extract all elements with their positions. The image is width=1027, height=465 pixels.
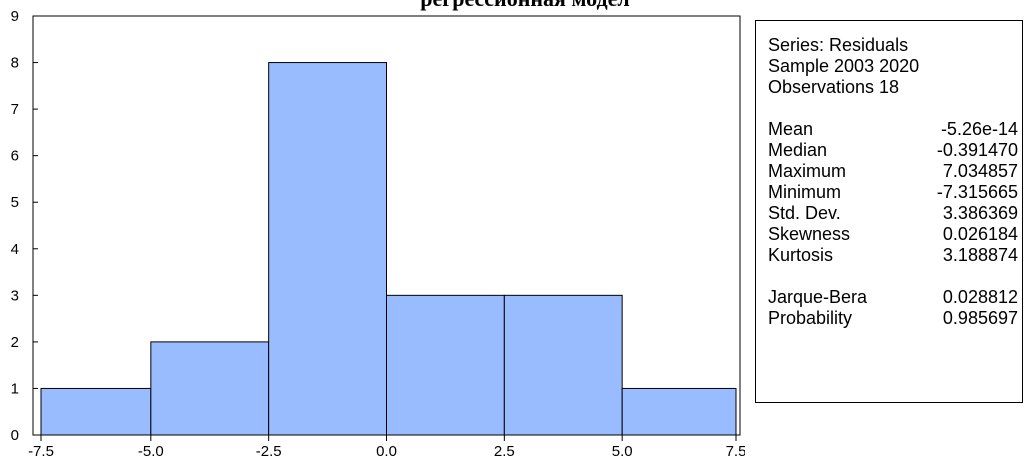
x-tick-label: 0.0 — [376, 443, 397, 460]
stat-value: 0.985697 — [942, 308, 1018, 328]
stat-value: -0.391470 — [936, 140, 1018, 160]
stat-value: -7.315665 — [936, 182, 1018, 202]
normality-tests: Jarque-Bera 0.028812 Probability 0.985697 — [768, 287, 1022, 329]
descriptive-stats: Mean -5.26e-14 Median -0.391470 Maximum 7.034… — [768, 119, 1022, 266]
stat-row: Maximum 7.034857 — [768, 161, 1022, 182]
stat-value: 7.034857 — [942, 161, 1018, 181]
stat-label: Jarque-Bera — [768, 287, 868, 307]
stat-row: Std. Dev. 3.386369 — [768, 203, 1022, 224]
x-tick-label: 7.5 — [726, 443, 745, 460]
spacer — [768, 98, 1022, 119]
stat-row: Minimum -7.315665 — [768, 182, 1022, 203]
stat-value: -5.26e-14 — [940, 119, 1018, 139]
stat-label: Median — [768, 140, 828, 160]
y-tick-label: 3 — [11, 287, 19, 304]
stat-label: Minimum — [768, 182, 842, 202]
y-tick-label: 9 — [11, 8, 19, 25]
histogram-bar — [386, 294, 505, 436]
y-tick-label: 7 — [11, 101, 19, 118]
stat-label: Std. Dev. — [768, 203, 841, 223]
y-tick-label: 8 — [11, 55, 19, 72]
histogram-bar — [621, 387, 737, 436]
histogram-bar — [150, 341, 270, 436]
statistics-panel: Series: Residuals Sample 2003 2020 Obser… — [755, 20, 1023, 403]
stat-row: Probability 0.985697 — [768, 308, 1022, 329]
histogram-bar — [40, 387, 152, 436]
stat-label: Mean — [768, 119, 814, 139]
stat-value: 3.386369 — [942, 203, 1018, 223]
observations-count: Observations 18 — [768, 77, 900, 97]
stat-label: Maximum — [768, 161, 847, 181]
stat-label: Kurtosis — [768, 245, 834, 265]
axis-layer: 0 1 2 3 4 5 6 7 8 9 -7.5 -5.0 -2.5 0.0 2.5 5.0 7.5 — [11, 8, 745, 460]
y-tick-label: 4 — [11, 241, 19, 258]
stat-value: 3.188874 — [942, 245, 1018, 265]
y-tick-label: 2 — [11, 334, 19, 351]
x-tick-label: -2.5 — [256, 443, 282, 460]
stat-label: Probability — [768, 308, 853, 328]
y-tick-label: 5 — [11, 194, 19, 211]
stat-row: Kurtosis 3.188874 — [768, 245, 1022, 266]
series-name: Series: Residuals — [768, 35, 909, 55]
bars-layer — [40, 62, 737, 436]
x-tick-label: 2.5 — [494, 443, 515, 460]
y-tick-label: 6 — [11, 148, 19, 165]
y-tick-label: 0 — [11, 427, 19, 444]
histogram-bar — [268, 62, 387, 436]
stat-row: Jarque-Bera 0.028812 — [768, 287, 1022, 308]
chart-title: регрессионная модел — [420, 0, 630, 11]
y-tick-label: 1 — [11, 380, 19, 397]
stat-row: Skewness 0.026184 — [768, 224, 1022, 245]
sample-range: Sample 2003 2020 — [768, 56, 920, 76]
stat-row: Median -0.391470 — [768, 140, 1022, 161]
stat-value: 0.028812 — [942, 287, 1018, 307]
x-tick-label: 5.0 — [612, 443, 633, 460]
histogram-chart: 0 1 2 3 4 5 6 7 8 9 -7.5 -5.0 -2.5 0.0 2.5 5.0 7.5 регре… — [11, 0, 745, 460]
stat-row: Mean -5.26e-14 — [768, 119, 1022, 140]
spacer — [768, 266, 1022, 287]
x-tick-label: -5.0 — [138, 443, 164, 460]
stat-value: 0.026184 — [942, 224, 1018, 244]
stat-label: Skewness — [768, 224, 851, 244]
x-tick-label: -7.5 — [28, 443, 54, 460]
histogram-bar — [503, 294, 623, 436]
